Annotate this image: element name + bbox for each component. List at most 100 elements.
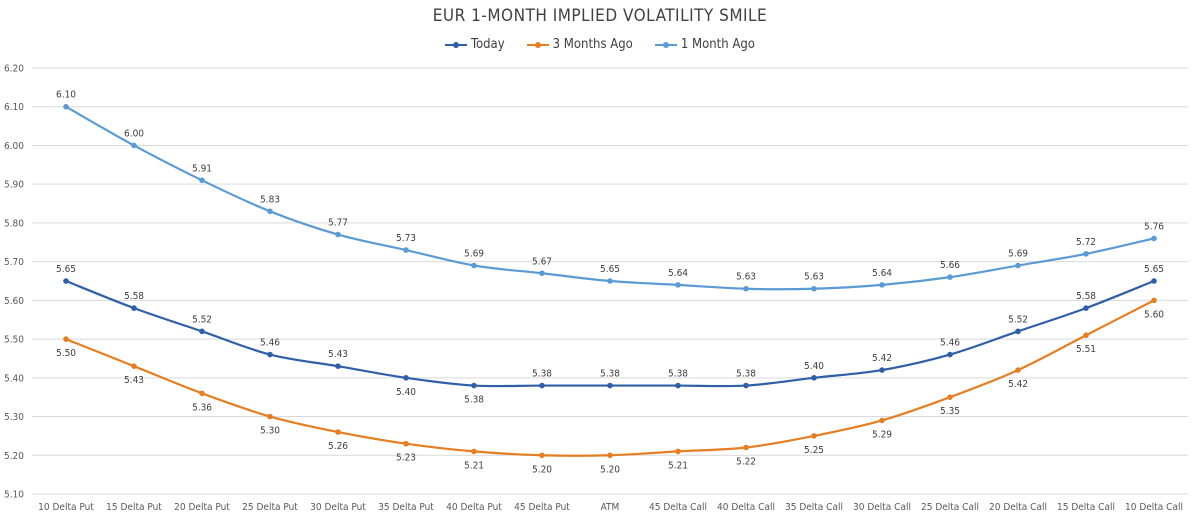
- data-label-today: 5.40: [396, 387, 416, 398]
- y-tick-label: 5.70: [4, 257, 24, 268]
- data-label-today: 5.52: [1008, 314, 1028, 325]
- y-tick-label: 5.60: [4, 296, 24, 307]
- data-label-1-month-ago: 5.65: [600, 264, 620, 275]
- data-label-today: 5.38: [736, 369, 756, 380]
- data-point-1-month-ago: [199, 177, 205, 184]
- data-label-3-months-ago: 5.36: [192, 402, 212, 413]
- data-point-1-month-ago: [879, 282, 885, 288]
- legend-swatch-3-months-ago: [526, 40, 549, 50]
- x-tick-label: 40 Delta Call: [717, 502, 775, 513]
- y-tick-label: 5.20: [4, 451, 24, 462]
- x-tick-label: 15 Delta Call: [1057, 502, 1115, 513]
- y-tick-label: 5.50: [4, 335, 24, 346]
- data-label-today: 5.65: [1144, 264, 1164, 275]
- data-point-today: [539, 382, 545, 389]
- legend-label-1-month-ago: 1 Month Ago: [680, 37, 755, 52]
- data-label-3-months-ago: 5.43: [124, 375, 144, 386]
- data-point-3-months-ago: [267, 413, 273, 420]
- y-tick-label: 5.90: [4, 180, 24, 191]
- data-point-3-months-ago: [403, 440, 409, 447]
- data-label-3-months-ago: 5.50: [56, 348, 76, 359]
- x-tick-label: 25 Delta Call: [921, 502, 979, 513]
- x-tick-label: 15 Delta Put: [106, 502, 162, 513]
- data-point-today: [267, 351, 273, 358]
- data-label-3-months-ago: 5.29: [872, 429, 892, 440]
- data-point-today: [607, 382, 613, 389]
- x-tick-label: 40 Delta Put: [446, 502, 502, 513]
- data-point-today: [1151, 278, 1157, 284]
- data-label-3-months-ago: 5.22: [736, 457, 756, 468]
- x-tick-label: 45 Delta Call: [649, 502, 707, 513]
- data-label-3-months-ago: 5.21: [464, 460, 484, 471]
- x-tick-label: 10 Delta Put: [38, 502, 94, 513]
- chart-title: EUR 1-MONTH IMPLIED VOLATILITY SMILE: [432, 6, 768, 26]
- data-label-3-months-ago: 5.51: [1076, 344, 1096, 355]
- data-label-1-month-ago: 5.76: [1144, 221, 1164, 232]
- x-tick-label: 20 Delta Call: [989, 502, 1047, 513]
- data-label-1-month-ago: 5.69: [464, 249, 484, 260]
- data-label-1-month-ago: 5.63: [736, 272, 756, 283]
- data-point-1-month-ago: [471, 262, 477, 269]
- legend-item-1-month-ago[interactable]: 1 Month Ago: [654, 37, 755, 52]
- data-label-3-months-ago: 5.30: [260, 426, 280, 437]
- data-point-3-months-ago: [675, 448, 681, 455]
- data-point-3-months-ago: [743, 444, 749, 451]
- data-label-1-month-ago: 5.72: [1076, 237, 1096, 248]
- data-label-3-months-ago: 5.21: [668, 460, 688, 471]
- y-tick-label: 5.80: [4, 218, 24, 229]
- data-label-1-month-ago: 5.83: [260, 194, 280, 205]
- data-point-today: [63, 278, 69, 284]
- data-point-1-month-ago: [63, 103, 69, 110]
- data-point-today: [403, 375, 409, 381]
- data-label-1-month-ago: 5.73: [396, 233, 416, 244]
- data-label-today: 5.58: [124, 291, 144, 302]
- data-label-3-months-ago: 5.60: [1144, 309, 1164, 320]
- y-tick-label: 6.10: [4, 102, 24, 113]
- data-point-1-month-ago: [267, 208, 273, 215]
- data-point-1-month-ago: [675, 282, 681, 288]
- data-point-today: [131, 305, 137, 311]
- data-point-today: [811, 375, 817, 381]
- data-label-today: 5.46: [940, 338, 960, 349]
- data-label-today: 5.38: [600, 369, 620, 380]
- data-label-today: 5.42: [872, 353, 892, 364]
- data-label-1-month-ago: 6.00: [124, 128, 144, 139]
- data-point-3-months-ago: [335, 429, 341, 435]
- data-point-1-month-ago: [811, 285, 817, 292]
- data-point-today: [743, 382, 749, 389]
- data-point-1-month-ago: [947, 274, 953, 280]
- legend-item-3-months-ago[interactable]: 3 Months Ago: [526, 37, 633, 52]
- data-point-3-months-ago: [607, 452, 613, 459]
- data-point-1-month-ago: [1083, 251, 1089, 257]
- data-point-3-months-ago: [1151, 297, 1157, 304]
- data-point-1-month-ago: [403, 247, 409, 253]
- data-label-today: 5.46: [260, 338, 280, 349]
- data-label-today: 5.38: [668, 369, 688, 380]
- data-point-today: [1083, 305, 1089, 311]
- x-tick-label: 10 Delta Call: [1125, 502, 1183, 513]
- data-point-1-month-ago: [743, 285, 749, 292]
- y-tick-label: 5.30: [4, 412, 24, 423]
- data-point-3-months-ago: [1015, 367, 1021, 373]
- data-point-1-month-ago: [1015, 262, 1021, 269]
- x-tick-label: 30 Delta Call: [853, 502, 911, 513]
- data-label-today: 5.43: [328, 349, 348, 360]
- data-label-1-month-ago: 5.66: [940, 260, 960, 271]
- data-point-today: [947, 351, 953, 358]
- legend-item-today[interactable]: Today: [445, 37, 505, 52]
- y-tick-label: 5.40: [4, 373, 24, 384]
- data-label-today: 5.38: [532, 369, 552, 380]
- data-point-3-months-ago: [63, 336, 69, 342]
- data-label-today: 5.58: [1076, 291, 1096, 302]
- x-tick-label: 35 Delta Call: [785, 502, 843, 513]
- x-tick-label: 45 Delta Put: [514, 502, 570, 513]
- data-point-today: [1015, 328, 1021, 335]
- data-label-3-months-ago: 5.26: [328, 441, 348, 452]
- x-tick-label: 35 Delta Put: [378, 502, 434, 513]
- x-tick-label: ATM: [601, 502, 620, 513]
- data-point-today: [471, 382, 477, 389]
- legend-label-3-months-ago: 3 Months Ago: [552, 37, 633, 52]
- data-point-1-month-ago: [607, 278, 613, 284]
- data-point-1-month-ago: [539, 270, 545, 277]
